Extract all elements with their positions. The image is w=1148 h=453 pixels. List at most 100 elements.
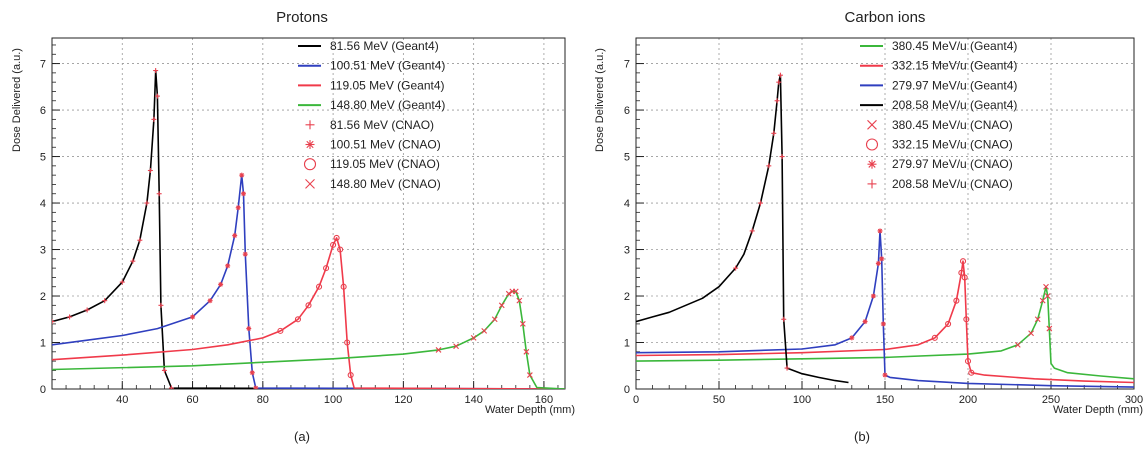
data-point: [516, 297, 523, 304]
data-point: [84, 307, 90, 313]
series-markers: [52, 68, 174, 389]
legend-label: 279.97 MeV/u (Geant4): [892, 78, 1017, 92]
legend-marker: [865, 138, 879, 151]
data-point: [862, 319, 868, 325]
data-point: [130, 258, 136, 264]
series-markers: [733, 72, 790, 371]
data-point: [242, 251, 248, 257]
y-tick-label: 5: [624, 152, 630, 164]
legend-item: 208.58 MeV/u (Geant4): [860, 98, 1017, 112]
data-point: [766, 163, 772, 169]
x-tick-label: 160: [535, 394, 553, 406]
x-tick-label: 40: [116, 394, 128, 406]
protons-chart: Protons Dose Delivered (a.u.) Water Dept…: [11, 9, 575, 444]
x-tick-label: 60: [186, 394, 198, 406]
legend-label: 81.56 MeV (Geant4): [330, 39, 439, 53]
legend-label: 81.56 MeV (CNAO): [330, 118, 434, 132]
data-point: [961, 274, 968, 281]
x-tick-label: 250: [1042, 394, 1060, 406]
data-point: [435, 347, 442, 353]
legend-label: 148.80 MeV (Geant4): [330, 98, 445, 112]
y-tick-label: 0: [40, 384, 46, 396]
y-tick-label: 5: [40, 152, 46, 164]
x-tick-label: 120: [394, 394, 412, 406]
data-point: [144, 200, 150, 206]
chart-panel-protons: Protons Dose Delivered (a.u.) Water Dept…: [11, 9, 575, 444]
data-point: [151, 116, 157, 122]
legend: 380.45 MeV/u (Geant4) 332.15 MeV/u (Geant…: [860, 39, 1017, 191]
data-point: [512, 288, 519, 295]
data-point: [758, 200, 763, 206]
data-point: [777, 72, 783, 78]
y-tick-label: 3: [624, 245, 630, 257]
data-point: [498, 302, 505, 309]
grid: [52, 38, 565, 389]
data-point: [154, 93, 160, 99]
legend-item: 81.56 MeV (Geant4): [298, 39, 439, 53]
y-tick-label: 1: [40, 338, 46, 350]
legend-marker: [305, 140, 315, 149]
series-markers: [190, 172, 259, 389]
legend-label: 100.51 MeV (Geant4): [330, 59, 445, 73]
y-tick-label: 2: [40, 291, 46, 303]
data-point: [161, 367, 167, 373]
data-point: [958, 269, 965, 276]
data-point: [232, 233, 238, 239]
legend-item: 208.58 MeV/u (CNAO): [867, 177, 1013, 191]
x-axis-label: Water Depth (mm): [485, 404, 575, 416]
data-point: [453, 343, 459, 350]
data-point: [959, 258, 967, 265]
data-point: [207, 298, 213, 304]
legend-item: 380.45 MeV/u (CNAO): [867, 118, 1013, 132]
legend-item: 119.05 MeV (Geant4): [298, 78, 445, 92]
data-point: [776, 79, 782, 85]
legend-label: 380.45 MeV/u (Geant4): [892, 39, 1017, 53]
data-point: [882, 372, 888, 378]
data-point: [67, 314, 73, 320]
legend-item: 332.15 MeV/u (Geant4): [860, 59, 1017, 73]
series-markers: [1014, 283, 1053, 348]
data-point: [277, 327, 284, 334]
data-point: [333, 234, 340, 241]
data-point: [137, 237, 143, 243]
data-point: [340, 283, 347, 290]
series-line: [52, 69, 565, 389]
data-point: [964, 358, 972, 365]
data-point: [875, 260, 881, 266]
data-point: [505, 290, 512, 297]
data-point: [315, 283, 323, 290]
data-point: [963, 316, 970, 323]
y-tick-label: 0: [624, 384, 630, 396]
legend-label: 119.05 MeV (Geant4): [330, 78, 445, 92]
legend-item: 81.56 MeV (CNAO): [305, 118, 434, 132]
panel-caption: (a): [294, 429, 310, 444]
data-point: [240, 191, 246, 197]
y-tick-label: 2: [624, 291, 630, 303]
y-tick-label: 4: [40, 198, 46, 210]
data-point: [253, 385, 259, 389]
data-point: [1014, 341, 1021, 348]
data-point: [1039, 297, 1046, 304]
data-point: [305, 302, 312, 309]
legend-marker: [867, 159, 877, 169]
legend-label: 208.58 MeV/u (Geant4): [892, 98, 1017, 112]
data-point: [52, 319, 55, 325]
data-point: [344, 339, 351, 346]
y-tick-label: 6: [624, 105, 630, 117]
legend-label: 380.45 MeV/u (CNAO): [892, 118, 1013, 132]
x-axis-label: Water Depth (mm): [1053, 404, 1143, 416]
series-markers: [435, 288, 533, 378]
data-point: [849, 335, 855, 341]
legend-label: 279.97 MeV/u (CNAO): [892, 157, 1013, 171]
data-point: [1046, 325, 1053, 332]
series-line: [52, 174, 565, 389]
y-tick-label: 1: [624, 338, 630, 350]
x-tick-label: 300: [1125, 394, 1143, 406]
x-tick-label: 200: [959, 394, 977, 406]
data-point: [1034, 316, 1041, 323]
legend-item: 279.97 MeV/u (Geant4): [860, 78, 1017, 92]
y-axis-label: Dose Delivered (a.u.): [11, 48, 23, 152]
data-point: [337, 246, 344, 253]
x-tick-label: 80: [257, 394, 269, 406]
data-point: [119, 279, 125, 285]
